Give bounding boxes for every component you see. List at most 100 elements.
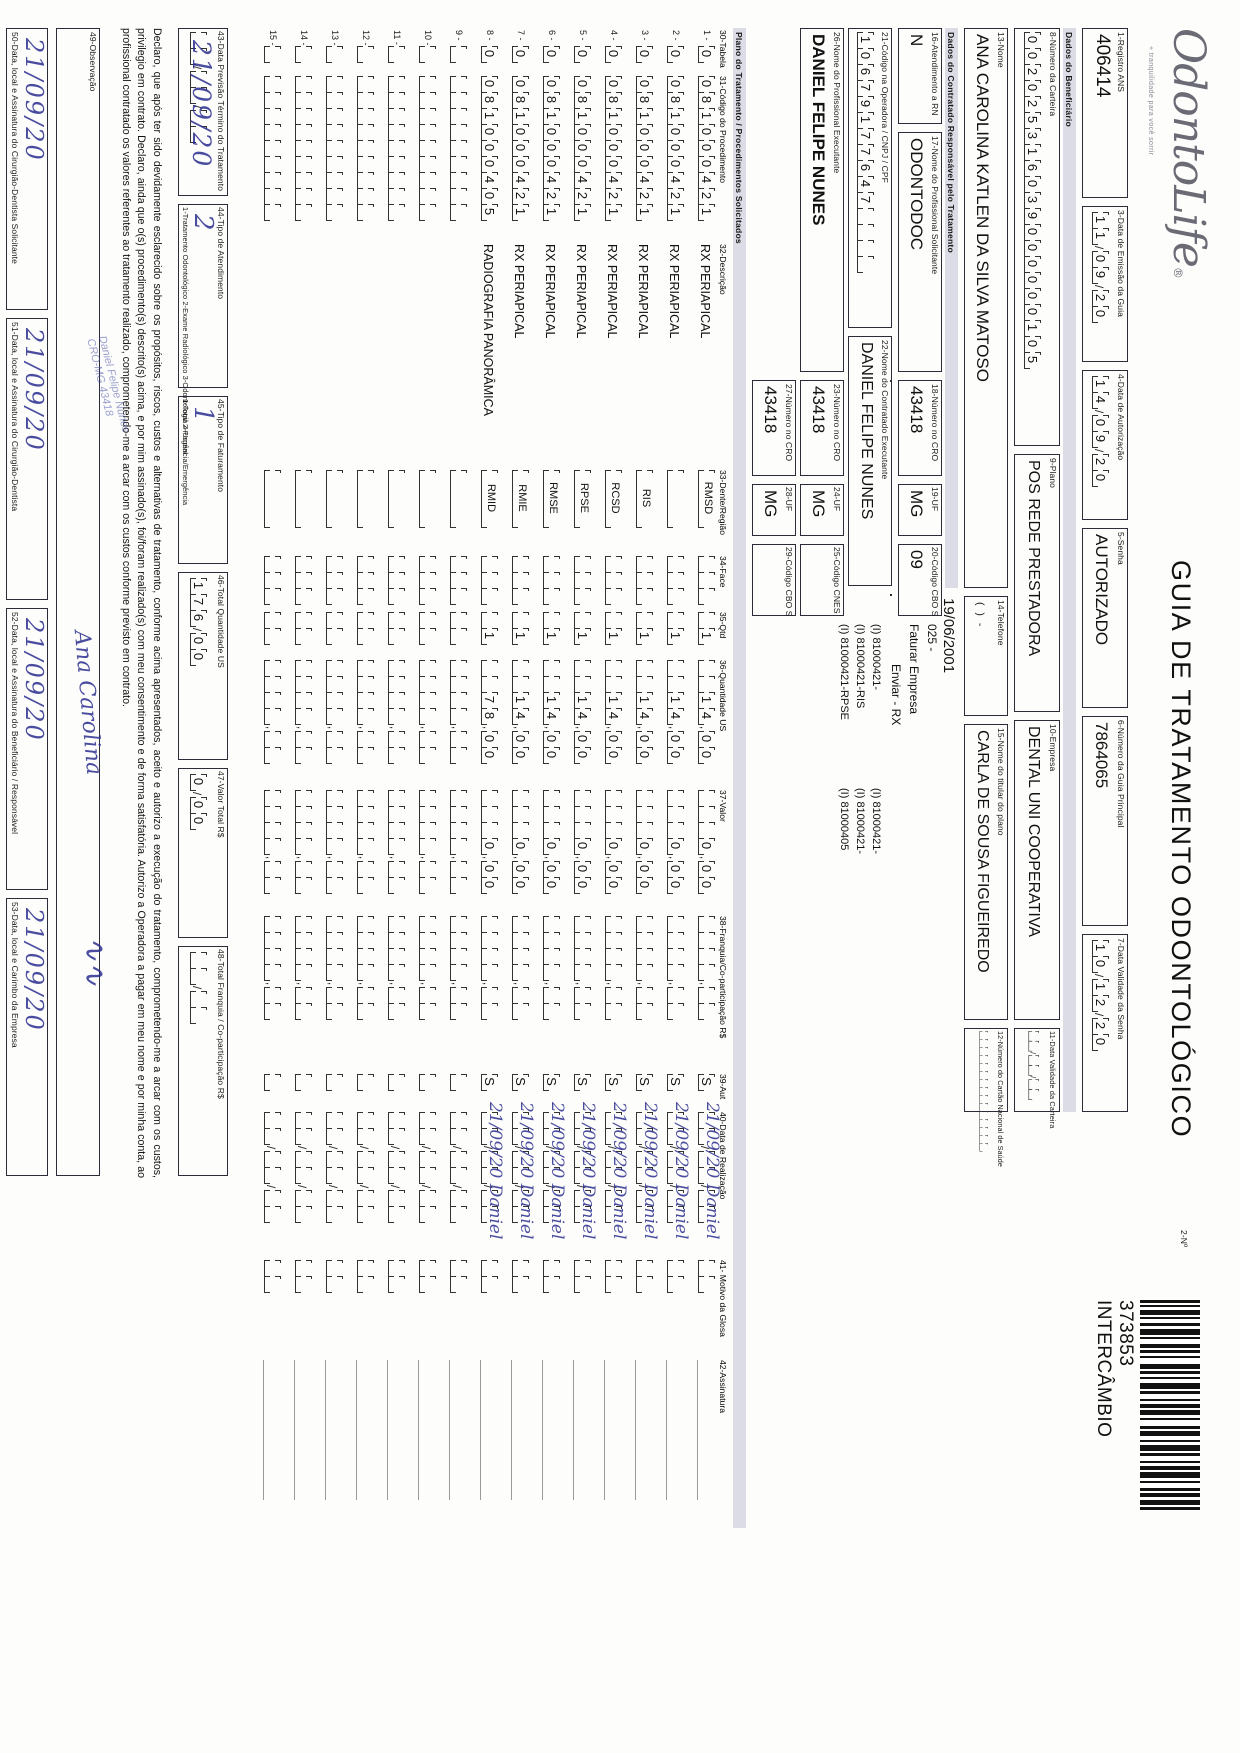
digit-cell[interactable]: 4 [512, 172, 529, 187]
digit-cell[interactable] [326, 877, 343, 892]
digit-cell[interactable] [574, 1003, 591, 1018]
digit-cell[interactable] [326, 556, 343, 571]
row-face-box[interactable] [419, 556, 436, 604]
digit-cell[interactable] [388, 1190, 405, 1205]
digit-cell[interactable] [326, 572, 343, 587]
row-quantidade-us-boxes[interactable]: , [388, 660, 405, 763]
digit-cell[interactable] [295, 948, 312, 963]
digit-cell[interactable] [543, 932, 560, 947]
digit-cell[interactable] [295, 660, 312, 675]
row-franquia-boxes[interactable]: , [605, 916, 622, 1019]
digit-cell[interactable]: 1 [698, 628, 715, 643]
digit-cell[interactable] [605, 1112, 622, 1127]
digit-cell[interactable] [388, 588, 405, 603]
row-tabela-box[interactable] [357, 46, 374, 62]
row-aut-box[interactable]: S [667, 1074, 684, 1090]
digit-cell[interactable] [512, 790, 529, 805]
digit-cell[interactable] [357, 204, 374, 219]
digit-cell[interactable] [264, 1074, 281, 1089]
digit-cell[interactable] [1028, 1031, 1039, 1040]
digit-cell[interactable]: 0 [636, 140, 653, 155]
total-quantidade-us-boxes[interactable]: 1 7 6 / 0 0 [190, 578, 207, 665]
digit-cell[interactable] [295, 1167, 312, 1182]
digit-cell[interactable] [574, 1167, 591, 1182]
row-tabela-box[interactable]: 0 [574, 46, 591, 62]
digit-cell[interactable] [190, 87, 207, 102]
digit-cell[interactable]: 0 [481, 877, 498, 892]
digit-cell[interactable] [450, 1003, 467, 1018]
digit-cell[interactable] [357, 1003, 374, 1018]
digit-cell[interactable] [636, 572, 653, 587]
digit-cell[interactable] [574, 790, 591, 805]
digit-cell[interactable] [450, 861, 467, 876]
digit-cell[interactable] [264, 731, 281, 746]
digit-cell[interactable]: 0 [481, 731, 498, 746]
row-dente-box[interactable] [419, 470, 436, 527]
row-motivo-glosa-boxes[interactable] [264, 1260, 281, 1292]
digit-cell[interactable]: 9 [857, 96, 874, 111]
digit-cell[interactable]: 1 [1092, 376, 1109, 391]
cartao-nacional-boxes[interactable] [980, 1031, 989, 1151]
digit-cell[interactable]: 0 [667, 156, 684, 171]
row-motivo-glosa-boxes[interactable] [698, 1260, 715, 1292]
row-aut-box[interactable] [264, 1074, 281, 1090]
digit-cell[interactable]: 0 [543, 156, 560, 171]
row-dente-box[interactable] [667, 470, 684, 527]
digit-cell[interactable] [295, 76, 312, 91]
digit-cell[interactable] [450, 628, 467, 643]
row-tabela-box[interactable] [295, 46, 312, 62]
digit-cell[interactable] [450, 790, 467, 805]
digit-cell[interactable] [326, 124, 343, 139]
digit-cell[interactable] [357, 556, 374, 571]
digit-cell[interactable] [636, 932, 653, 947]
digit-cell[interactable]: 2 [543, 188, 560, 203]
digit-cell[interactable] [264, 556, 281, 571]
digit-cell[interactable] [698, 676, 715, 691]
row-codigo-boxes[interactable] [357, 76, 374, 220]
digit-cell[interactable] [357, 156, 374, 171]
digit-cell[interactable]: 0 [574, 46, 591, 61]
digit-cell[interactable] [388, 1003, 405, 1018]
digit-cell[interactable] [419, 708, 436, 723]
digit-cell[interactable]: 4 [1092, 392, 1109, 407]
row-signature-line[interactable] [325, 1360, 326, 1500]
digit-cell[interactable] [450, 188, 467, 203]
digit-cell[interactable] [264, 628, 281, 643]
row-qtd-box[interactable]: 1 [543, 612, 560, 644]
digit-cell[interactable]: RCSD [605, 470, 622, 526]
digit-cell[interactable] [388, 676, 405, 691]
digit-cell[interactable]: 4 [636, 172, 653, 187]
digit-cell[interactable] [357, 822, 374, 837]
digit-cell[interactable] [543, 948, 560, 963]
row-aut-box[interactable] [419, 1074, 436, 1090]
digit-cell[interactable]: 0 [481, 140, 498, 155]
row-codigo-boxes[interactable] [419, 76, 436, 220]
digit-cell[interactable]: 7 [857, 80, 874, 95]
digit-cell[interactable]: 1 [1092, 228, 1109, 243]
row-franquia-boxes[interactable]: , [574, 916, 591, 1019]
row-tabela-box[interactable] [326, 46, 343, 62]
digit-cell[interactable] [419, 188, 436, 203]
digit-cell[interactable] [636, 1260, 653, 1275]
digit-cell[interactable]: 0 [636, 838, 653, 853]
digit-cell[interactable] [543, 1003, 560, 1018]
digit-cell[interactable] [698, 588, 715, 603]
row-face-box[interactable] [264, 556, 281, 604]
digit-cell[interactable] [295, 838, 312, 853]
digit-cell[interactable] [698, 948, 715, 963]
digit-cell[interactable]: 0 [1092, 1034, 1109, 1049]
digit-cell[interactable]: 0 [512, 731, 529, 746]
digit-cell[interactable] [980, 1079, 989, 1087]
row-franquia-boxes[interactable]: , [543, 916, 560, 1019]
digit-cell[interactable] [698, 572, 715, 587]
digit-cell[interactable] [574, 822, 591, 837]
digit-cell[interactable] [264, 92, 281, 107]
digit-cell[interactable]: RMID [481, 470, 498, 526]
digit-cell[interactable]: 1 [574, 628, 591, 643]
digit-cell[interactable] [636, 987, 653, 1002]
digit-cell[interactable]: 2 [1092, 454, 1109, 469]
digit-cell[interactable]: 0 [1092, 306, 1109, 321]
digit-cell[interactable]: RMSD [698, 470, 715, 526]
digit-cell[interactable] [264, 692, 281, 707]
digit-cell[interactable] [326, 1003, 343, 1018]
